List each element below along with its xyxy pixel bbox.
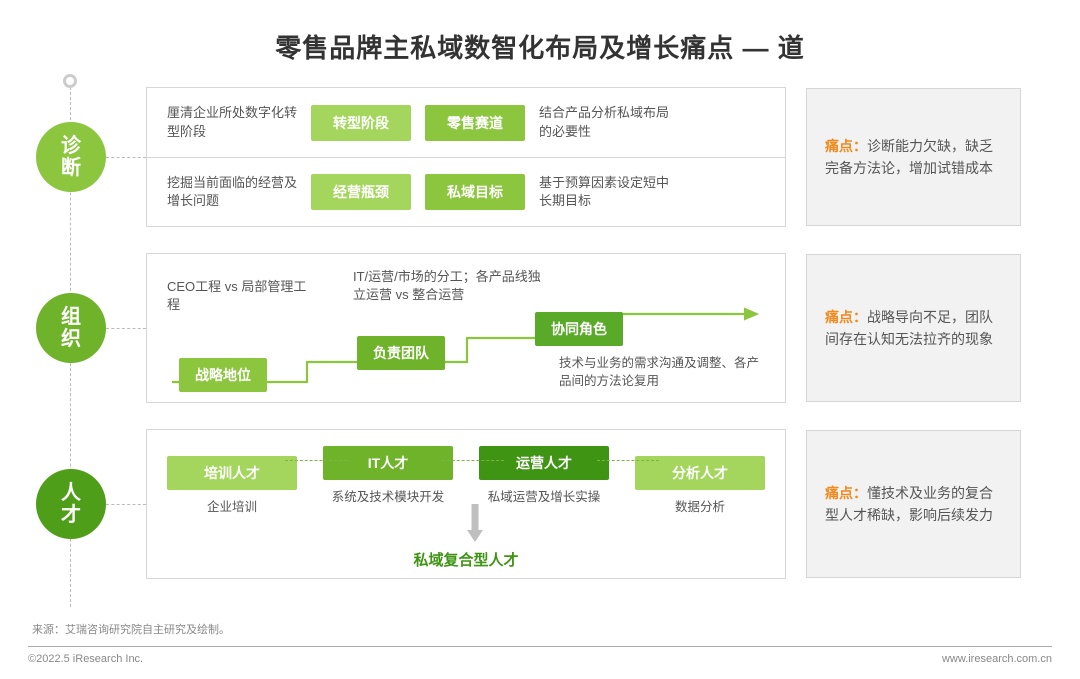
diag-l2-right: 基于预算因素设定短中长期目标 [539, 174, 679, 210]
box-org: CEO工程 vs 局部管理工程 IT/运营/市场的分工；各产品线独立运营 vs … [146, 253, 786, 403]
chip-retail-track: 零售赛道 [425, 105, 525, 141]
talent-result: 私域复合型人才 [147, 549, 785, 570]
col-ops: 运营人才 私域运营及增长实操 [479, 446, 609, 515]
chip-it: IT人才 [323, 446, 453, 480]
row-org: 组织 CEO工程 vs 局部管理工程 IT/运营/市场的分工；各产品线独立运营 … [32, 253, 1048, 403]
col-it: IT人才 系统及技术模块开发 [323, 446, 453, 515]
sub-ops: 私域运营及增长实操 [479, 486, 609, 505]
diagram-main: 诊断 厘清企业所处数字化转型阶段 转型阶段 零售赛道 结合产品分析私域布局的必要… [0, 87, 1080, 579]
chip-bottleneck: 经营瓶颈 [311, 174, 411, 210]
sub-train: 企业培训 [167, 496, 297, 515]
box-diagnose: 厘清企业所处数字化转型阶段 转型阶段 零售赛道 结合产品分析私域布局的必要性 挖… [146, 87, 786, 227]
diag-l2-left: 挖掘当前面临的经营及增长问题 [167, 174, 297, 210]
site-url: www.iresearch.com.cn [942, 653, 1052, 665]
timeline-start-dot [63, 74, 77, 88]
chip-transform-stage: 转型阶段 [311, 105, 411, 141]
org-note: 技术与业务的需求沟通及调整、各产品间的方法论复用 [559, 355, 769, 390]
pain-diagnose: 痛点：诊断能力欠缺，缺乏完备方法论，增加试错成本 [806, 88, 1021, 226]
diag-line-1: 厘清企业所处数字化转型阶段 转型阶段 零售赛道 结合产品分析私域布局的必要性 [147, 88, 785, 157]
dash-line [442, 460, 504, 461]
connector [106, 157, 146, 158]
dash-line [597, 460, 659, 461]
chip-private-goal: 私域目标 [425, 174, 525, 210]
connector [106, 328, 146, 329]
sub-analytics: 数据分析 [635, 496, 765, 515]
pain-talent: 痛点：懂技术及业务的复合型人才稀缺，影响后续发力 [806, 430, 1021, 578]
sub-it: 系统及技术模块开发 [323, 486, 453, 505]
step-role: 协同角色 [535, 312, 623, 346]
chip-ops: 运营人才 [479, 446, 609, 480]
box-talent: 培训人才 企业培训 IT人才 系统及技术模块开发 运营人才 私域运营及增长实操 … [146, 429, 786, 579]
page-title: 零售品牌主私域数智化布局及增长痛点 — 道 [0, 0, 1080, 87]
badge-talent: 人才 [36, 469, 106, 539]
col-train: 培训人才 企业培训 [167, 456, 297, 515]
step-strategy: 战略地位 [179, 358, 267, 392]
step-team: 负责团队 [357, 336, 445, 370]
col-analytics: 分析人才 数据分析 [635, 456, 765, 515]
diag-line-2: 挖掘当前面临的经营及增长问题 经营瓶颈 私域目标 基于预算因素设定短中长期目标 [147, 157, 785, 226]
source-note: 来源：艾瑞咨询研究院自主研究及绘制。 [32, 621, 230, 637]
connector [106, 504, 146, 505]
row-talent: 人才 培训人才 企业培训 IT人才 系统及技术模块开发 [32, 429, 1048, 579]
badge-org: 组织 [36, 293, 106, 363]
dash-line [285, 460, 347, 461]
row-diagnose: 诊断 厘清企业所处数字化转型阶段 转型阶段 零售赛道 结合产品分析私域布局的必要… [32, 87, 1048, 227]
badge-diagnose: 诊断 [36, 122, 106, 192]
chip-train: 培训人才 [167, 456, 297, 490]
diag-l1-left: 厘清企业所处数字化转型阶段 [167, 104, 297, 140]
copyright-text: ©2022.5 iResearch Inc. [28, 653, 143, 665]
diag-l1-right: 结合产品分析私域布局的必要性 [539, 104, 679, 140]
footer-rule [28, 646, 1052, 647]
chip-analytics: 分析人才 [635, 456, 765, 490]
pain-org: 痛点：战略导向不足，团队间存在认知无法拉齐的现象 [806, 254, 1021, 402]
